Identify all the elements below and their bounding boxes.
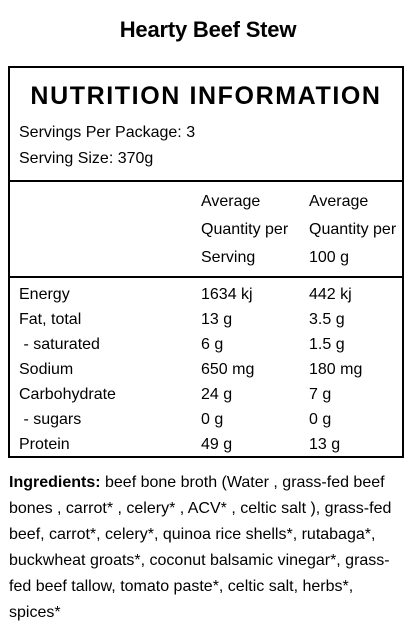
column-header-line: Average: [309, 193, 369, 210]
ingredients-label: Ingredients:: [9, 474, 101, 491]
nutrient-per-100g: 13 g: [309, 436, 341, 453]
nutrient-label: Protein: [19, 436, 70, 453]
nutrient-per-serving: 13 g: [201, 311, 233, 328]
nutrient-row: Energy 1634 kj 442 kj: [10, 282, 402, 307]
nutrition-heading: NUTRITION INFORMATION: [30, 82, 382, 110]
nutrient-per-serving: 1634 kj: [201, 286, 253, 303]
column-header-line: Average: [201, 193, 261, 210]
divider-top: [10, 180, 402, 182]
nutrient-table: Energy 1634 kj 442 kj Fat, total 13 g 3.…: [10, 282, 402, 457]
nutrient-row: Carbohydrate 24 g 7 g: [10, 382, 402, 407]
ingredients-list: Ingredients: beef bone broth (Water , gr…: [9, 470, 404, 626]
nutrient-per-100g: 0 g: [309, 411, 332, 428]
column-header-line: Serving: [201, 249, 256, 266]
nutrient-per-serving: 49 g: [201, 436, 233, 453]
column-header-line: Quantity per: [201, 221, 289, 238]
nutrient-label: - sugars: [19, 411, 82, 428]
nutrient-per-serving: 6 g: [201, 336, 224, 353]
nutrient-per-100g: 1.5 g: [309, 336, 345, 353]
nutrient-label: Energy: [19, 286, 70, 303]
nutrient-label: Fat, total: [19, 311, 82, 328]
nutrient-row: Protein 49 g 13 g: [10, 432, 402, 457]
column-header-per-100g: Average Quantity per 100 g: [309, 188, 396, 272]
nutrient-per-100g: 3.5 g: [309, 311, 345, 328]
nutrient-row: - saturated 6 g 1.5 g: [10, 332, 402, 357]
nutrient-per-serving: 0 g: [201, 411, 224, 428]
servings-per-package: Servings Per Package: 3: [19, 124, 196, 141]
column-header-line: 100 g: [309, 249, 350, 266]
nutrition-panel: NUTRITION INFORMATION Servings Per Packa…: [8, 66, 404, 458]
column-header-line: Quantity per: [309, 221, 397, 238]
divider-columns: [10, 276, 402, 278]
nutrient-per-100g: 442 kj: [309, 286, 352, 303]
serving-size: Serving Size: 370g: [19, 150, 154, 167]
nutrient-row: Sodium 650 mg 180 mg: [10, 357, 402, 382]
nutrient-per-100g: 180 mg: [309, 361, 363, 378]
nutrient-label: Sodium: [19, 361, 74, 378]
nutrient-label: Carbohydrate: [19, 386, 116, 403]
column-header-per-serving: Average Quantity per Serving: [201, 188, 288, 272]
nutrient-row: - sugars 0 g 0 g: [10, 407, 402, 432]
page-title: Hearty Beef Stew: [119, 17, 297, 42]
nutrient-label: - saturated: [19, 336, 100, 353]
nutrient-row: Fat, total 13 g 3.5 g: [10, 307, 402, 332]
ingredients-text: beef bone broth (Water , grass-fed beef …: [9, 474, 392, 621]
nutrient-per-serving: 24 g: [201, 386, 233, 403]
nutrient-per-100g: 7 g: [309, 386, 332, 403]
nutrient-per-serving: 650 mg: [201, 361, 255, 378]
